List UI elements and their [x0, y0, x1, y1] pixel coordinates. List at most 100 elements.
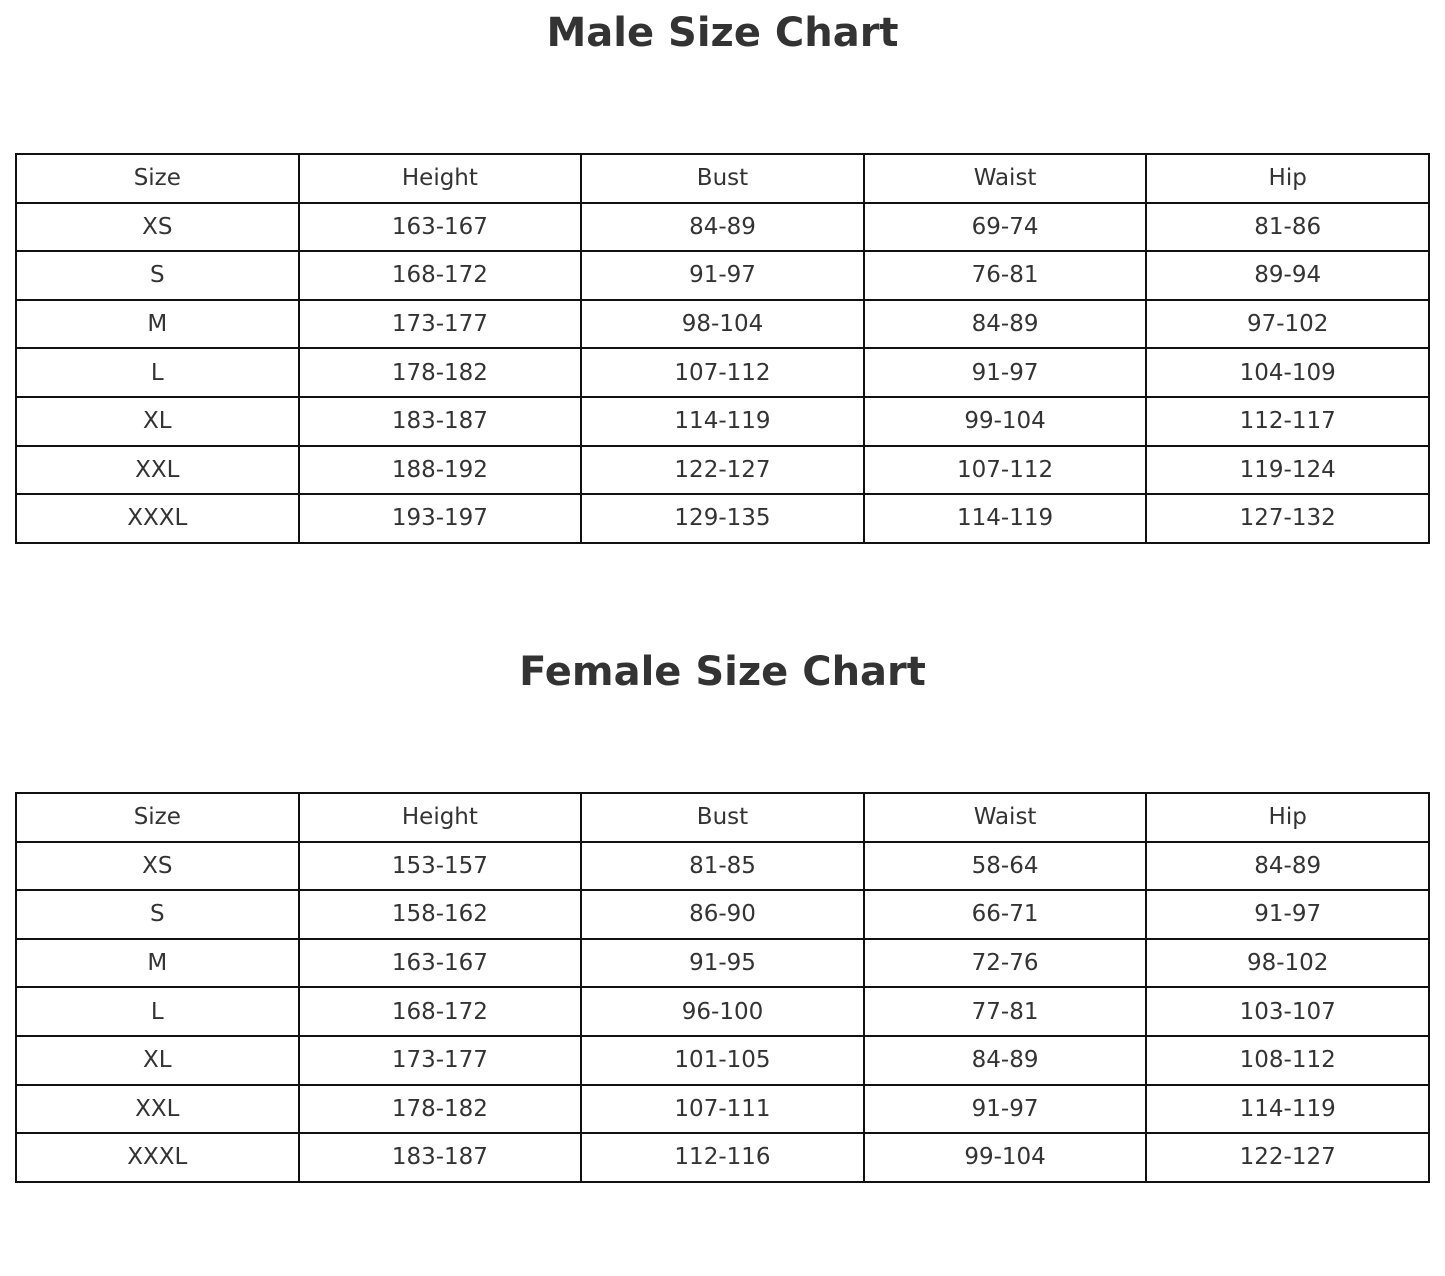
table-cell: 99-104 — [862, 1132, 1148, 1183]
table-cell: 163-167 — [297, 937, 583, 989]
table-cell: 183-187 — [297, 395, 583, 447]
table-cell: 112-116 — [580, 1132, 865, 1183]
table-cell: 188-192 — [297, 444, 583, 496]
table-row: XXL 188-192 122-127 107-112 119-124 — [15, 444, 1430, 496]
table-row: M 173-177 98-104 84-89 97-102 — [15, 298, 1430, 350]
column-header: Height — [297, 792, 583, 843]
table-row: XS 153-157 81-85 58-64 84-89 — [15, 840, 1430, 892]
table-row: XL 173-177 101-105 84-89 108-112 — [15, 1034, 1430, 1086]
column-header: Size — [15, 153, 300, 204]
table-cell: 84-89 — [862, 298, 1148, 350]
table-cell: XS — [15, 201, 300, 253]
table-cell: 99-104 — [862, 395, 1148, 447]
table-cell: 89-94 — [1145, 250, 1430, 301]
table-cell: 91-97 — [862, 347, 1148, 398]
table-cell: 104-109 — [1145, 347, 1430, 398]
table-cell: 168-172 — [297, 250, 583, 301]
table-row: S 158-162 86-90 66-71 91-97 — [15, 889, 1430, 940]
table-cell: 81-86 — [1145, 201, 1430, 253]
table-cell: 81-85 — [580, 840, 865, 892]
table-cell: 114-119 — [862, 493, 1148, 544]
table-cell: S — [15, 250, 300, 301]
table-cell: 173-177 — [297, 1034, 583, 1086]
table-cell: 163-167 — [297, 201, 583, 253]
table-cell: XXXL — [15, 1132, 300, 1183]
table-cell: 84-89 — [1145, 840, 1430, 892]
table-cell: 77-81 — [862, 986, 1148, 1037]
table-cell: 119-124 — [1145, 444, 1430, 496]
table-cell: 107-112 — [580, 347, 865, 398]
table-row: L 178-182 107-112 91-97 104-109 — [15, 347, 1430, 398]
table-cell: 122-127 — [1145, 1132, 1430, 1183]
table-cell: 129-135 — [580, 493, 865, 544]
table-cell: 153-157 — [297, 840, 583, 892]
table-cell: 158-162 — [297, 889, 583, 940]
table-cell: 58-64 — [862, 840, 1148, 892]
column-header: Hip — [1145, 153, 1430, 204]
header-row: Size Height Bust Waist Hip — [15, 153, 1430, 204]
table-row: S 168-172 91-97 76-81 89-94 — [15, 250, 1430, 301]
table-cell: 86-90 — [580, 889, 865, 940]
table-row: L 168-172 96-100 77-81 103-107 — [15, 986, 1430, 1037]
table-row: XXL 178-182 107-111 91-97 114-119 — [15, 1083, 1430, 1135]
column-header: Waist — [862, 153, 1148, 204]
table-cell: 112-117 — [1145, 395, 1430, 447]
table-cell: 108-112 — [1145, 1034, 1430, 1086]
table-cell: 91-97 — [580, 250, 865, 301]
male-size-table: Size Height Bust Waist Hip XS 163-167 84-89 69-7… — [15, 153, 1430, 544]
table-cell: XL — [15, 395, 300, 447]
column-header: Bust — [580, 792, 865, 843]
table-cell: M — [15, 298, 300, 350]
table-cell: 98-104 — [580, 298, 865, 350]
female-size-table: Size Height Bust Waist Hip XS 153-157 81-85 58-6… — [15, 792, 1430, 1183]
table-cell: 178-182 — [297, 1083, 583, 1135]
table-cell: 101-105 — [580, 1034, 865, 1086]
table-cell: 98-102 — [1145, 937, 1430, 989]
table-cell: L — [15, 347, 300, 398]
table-cell: S — [15, 889, 300, 940]
table-cell: 91-95 — [580, 937, 865, 989]
table-cell: 114-119 — [1145, 1083, 1430, 1135]
table-cell: 107-111 — [580, 1083, 865, 1135]
column-header: Hip — [1145, 792, 1430, 843]
table-cell: 84-89 — [862, 1034, 1148, 1086]
table-cell: XXXL — [15, 493, 300, 544]
table-cell: 76-81 — [862, 250, 1148, 301]
table-cell: 114-119 — [580, 395, 865, 447]
table-cell: 178-182 — [297, 347, 583, 398]
table-cell: 107-112 — [862, 444, 1148, 496]
column-header: Size — [15, 792, 300, 843]
table-cell: XS — [15, 840, 300, 892]
table-row: XXXL 193-197 129-135 114-119 127-132 — [15, 493, 1430, 544]
table-cell: 127-132 — [1145, 493, 1430, 544]
table-cell: 103-107 — [1145, 986, 1430, 1037]
table-cell: M — [15, 937, 300, 989]
female-chart-title: Female Size Chart — [519, 649, 926, 695]
column-header: Waist — [862, 792, 1148, 843]
column-header: Height — [297, 153, 583, 204]
table-cell: 173-177 — [297, 298, 583, 350]
table-row: XS 163-167 84-89 69-74 81-86 — [15, 201, 1430, 253]
column-header: Bust — [580, 153, 865, 204]
table-cell: 168-172 — [297, 986, 583, 1037]
table-row: M 163-167 91-95 72-76 98-102 — [15, 937, 1430, 989]
table-cell: 183-187 — [297, 1132, 583, 1183]
table-cell: 193-197 — [297, 493, 583, 544]
table-cell: 96-100 — [580, 986, 865, 1037]
table-cell: 122-127 — [580, 444, 865, 496]
table-cell: 97-102 — [1145, 298, 1430, 350]
table-cell: XXL — [15, 444, 300, 496]
male-chart-title: Male Size Chart — [546, 10, 899, 56]
table-row: XL 183-187 114-119 99-104 112-117 — [15, 395, 1430, 447]
table-cell: 91-97 — [862, 1083, 1148, 1135]
header-row: Size Height Bust Waist Hip — [15, 792, 1430, 843]
table-cell: 69-74 — [862, 201, 1148, 253]
table-row: XXXL 183-187 112-116 99-104 122-127 — [15, 1132, 1430, 1183]
table-cell: 66-71 — [862, 889, 1148, 940]
table-cell: XXL — [15, 1083, 300, 1135]
table-cell: XL — [15, 1034, 300, 1086]
table-cell: 84-89 — [580, 201, 865, 253]
table-cell: 91-97 — [1145, 889, 1430, 940]
table-cell: 72-76 — [862, 937, 1148, 989]
table-cell: L — [15, 986, 300, 1037]
